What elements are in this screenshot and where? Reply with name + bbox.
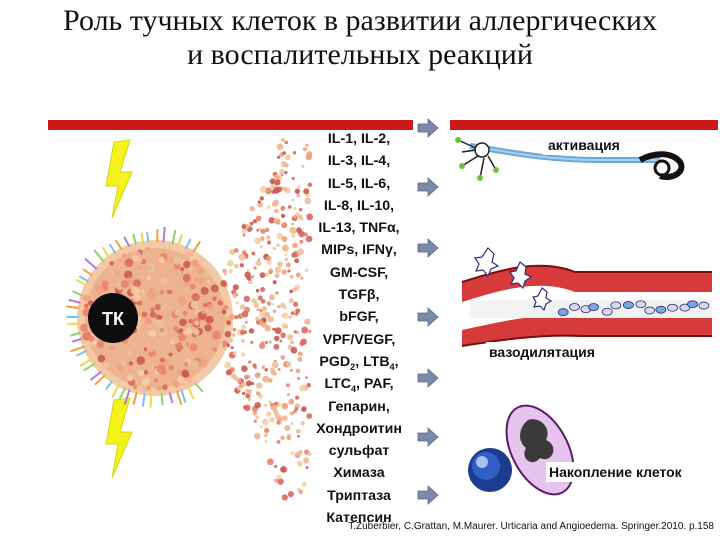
mediator-item: IL-1, IL-2, xyxy=(327,131,391,147)
mediator-item: MIPs, IFNγ, xyxy=(321,242,397,259)
mediator-item: PGD2, LTB4, xyxy=(319,353,399,372)
slide-title-line2: и воспалительных реакций xyxy=(187,38,533,71)
mediator-item: IL-5, IL-6, xyxy=(327,175,391,192)
arrow-icon xyxy=(417,177,439,197)
arrow-icon xyxy=(417,307,439,327)
lightning-icon xyxy=(105,397,133,479)
mediator-item: IL-13, TNFα, xyxy=(318,220,400,237)
red-band-right xyxy=(450,120,718,130)
granule-scatter xyxy=(217,138,314,501)
mediator-item: TGFβ, xyxy=(338,287,380,304)
mast-cell-icon xyxy=(65,226,233,408)
effect-activation-label: активация xyxy=(548,137,620,153)
mediator-list: IL-1, IL-2, IL-3, IL-4, IL-5, IL-6, IL-8… xyxy=(300,128,418,529)
effect-accumulation-label: Накопление клеток xyxy=(549,464,682,480)
mediator-item: LTC4, PAF, xyxy=(324,376,394,395)
lightning-icon xyxy=(105,139,133,219)
mediator-item: Хондроитин xyxy=(316,420,402,437)
mediator-item: Катепсин xyxy=(326,510,392,527)
mediator-item: IL-8, IL-10, xyxy=(323,197,395,214)
mast-cell-label: ТК xyxy=(102,309,125,329)
effect-vasodilation-label: вазодилятация xyxy=(489,344,595,360)
mediator-item: bFGF, xyxy=(339,309,379,326)
cells-accumulation-icon xyxy=(468,404,575,496)
arrows-column xyxy=(417,118,439,505)
arrow-icon xyxy=(417,238,439,258)
slide-title-line1: Роль тучных клеток в развитии аллергичес… xyxy=(63,4,657,37)
citation: T.Zuberbier, C.Grattan, M.Maurer. Urtica… xyxy=(348,521,714,532)
blood-vessel-icon xyxy=(461,247,712,347)
arrow-icon xyxy=(417,118,439,138)
red-band-left xyxy=(48,120,413,130)
mediator-item: Триптаза xyxy=(327,487,391,504)
mast-cell-nucleus xyxy=(88,293,138,343)
mediator-item: GM-CSF, xyxy=(329,264,389,281)
mediator-item: IL-3, IL-4, xyxy=(327,153,391,170)
mediator-item: Гепарин, xyxy=(328,398,390,415)
slide-title: Роль тучных клеток в развитии аллергичес… xyxy=(0,4,720,72)
arrow-icon xyxy=(417,368,439,388)
arrow-icon xyxy=(417,427,439,447)
neuron-icon xyxy=(455,137,685,181)
arrow-icon xyxy=(417,485,439,505)
mediator-item: Химаза xyxy=(333,465,385,482)
mediator-item: VPF/VEGF, xyxy=(322,331,396,348)
mediator-item: сульфат xyxy=(328,443,390,460)
